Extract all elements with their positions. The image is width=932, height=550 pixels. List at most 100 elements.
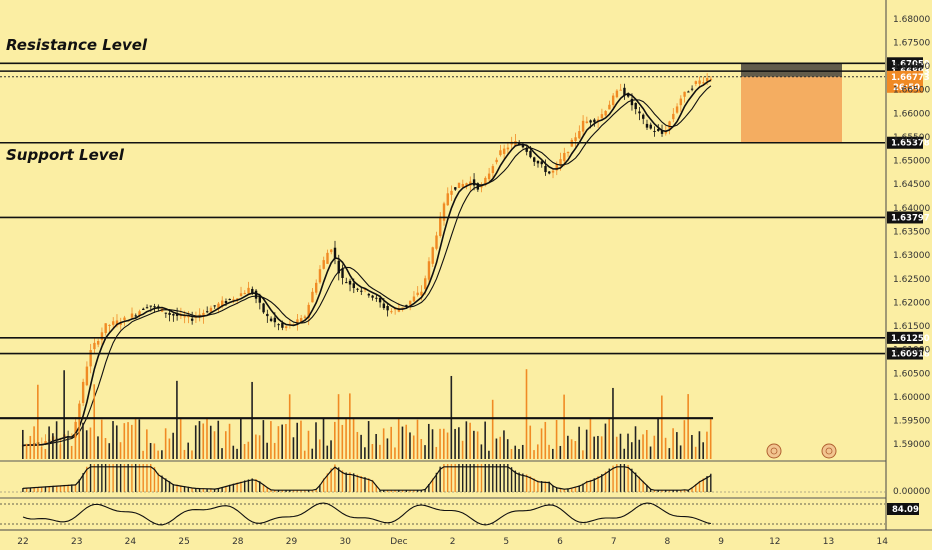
volume-bar — [119, 442, 122, 459]
oscillator-bar — [232, 483, 235, 492]
level-price-label: 1.60918 — [891, 350, 930, 360]
volume-bar — [352, 418, 355, 459]
candle-body — [442, 203, 446, 221]
candle-body — [578, 131, 581, 139]
oscillator-bar — [503, 464, 505, 492]
oscillator-bar — [398, 490, 400, 492]
candle-body — [209, 307, 213, 312]
candle-body — [608, 104, 611, 110]
volume-bar — [44, 448, 47, 459]
oscillator-bar — [642, 480, 644, 492]
candle-body — [228, 298, 231, 300]
volume-bar — [273, 442, 276, 459]
volume-bar — [217, 420, 220, 459]
candle-body — [247, 287, 250, 294]
oscillator-bar — [680, 490, 682, 492]
oscillator-bar — [695, 484, 697, 492]
candle-body — [408, 300, 412, 305]
x-tick-label: 23 — [71, 537, 82, 547]
oscillator-bar — [56, 485, 58, 492]
level-price-label: 1.65378 — [891, 139, 930, 149]
volume-bar — [337, 394, 340, 459]
oscillator-bar — [623, 464, 626, 492]
volume-bar — [676, 432, 678, 459]
candle-body — [427, 261, 431, 280]
candle-body — [450, 190, 453, 195]
oscillator-bar — [274, 490, 276, 492]
volume-bar — [25, 443, 28, 459]
volume-bar — [578, 426, 580, 459]
volume-bar — [431, 429, 434, 459]
volume-bar — [270, 421, 272, 459]
oscillator-bar — [228, 484, 231, 492]
y-tick-label: 1.67500 — [893, 38, 930, 48]
oscillator-bar — [292, 490, 295, 492]
oscillator-bar — [74, 484, 77, 492]
oscillator-bar — [247, 479, 250, 492]
volume-bar — [401, 426, 404, 459]
oscillator-bar — [153, 467, 156, 492]
oscillator-bar — [198, 488, 201, 492]
oscillator-bar — [443, 464, 445, 492]
volume-bar — [153, 443, 156, 459]
candles — [21, 73, 713, 453]
oscillator-bar — [687, 490, 689, 492]
candle-body — [589, 120, 592, 123]
candle-body — [439, 216, 442, 236]
volume-bar — [330, 440, 332, 459]
candle-body — [299, 318, 303, 323]
oscillator-bar — [281, 490, 283, 492]
oscillator-bar — [495, 464, 498, 492]
event-icon-12[interactable] — [766, 443, 782, 459]
event-icon-13[interactable] — [821, 443, 837, 459]
volume-bar — [664, 437, 667, 459]
candle-body — [382, 303, 386, 309]
candle-body — [390, 311, 393, 313]
volume-bar — [518, 449, 520, 459]
volume-bar — [228, 423, 231, 459]
candle-body — [615, 90, 619, 98]
current-price-label: 1.66773 — [891, 73, 930, 83]
candle-body — [581, 120, 585, 132]
oscillator-bar — [544, 481, 547, 492]
volume-bar — [149, 443, 152, 459]
volume-bar — [187, 442, 189, 459]
volume-bar — [555, 420, 558, 459]
candle-body — [672, 113, 675, 120]
oscillator-bar — [462, 464, 464, 492]
candle-body — [284, 326, 288, 329]
oscillator-bar — [341, 470, 344, 492]
oscillator-bar — [142, 464, 144, 492]
oscillator-bar — [40, 486, 43, 492]
volume-bar — [691, 435, 693, 459]
candle-body — [619, 89, 622, 91]
x-tick-label: 8 — [665, 537, 671, 547]
volume-bar — [521, 444, 524, 459]
candle-body — [533, 157, 536, 162]
candle-body — [630, 98, 634, 106]
candle-body — [683, 91, 686, 97]
candle-body — [548, 171, 551, 174]
oscillator-bar — [431, 478, 434, 492]
oscillator-bar — [439, 466, 441, 492]
volume-bar — [281, 424, 283, 459]
volume-bar — [134, 417, 137, 459]
volume-bar — [371, 444, 374, 459]
oscillator-bar — [307, 490, 310, 492]
oscillator-bar — [608, 468, 611, 492]
x-tick-label: 30 — [339, 537, 351, 547]
oscillator-bar — [525, 474, 528, 492]
y-tick-label: 1.60500 — [893, 369, 930, 379]
volume-bar — [420, 439, 423, 459]
candle-body — [123, 317, 126, 320]
volume-bar — [333, 421, 336, 459]
oscillator-bar — [183, 486, 186, 492]
candle-body — [634, 102, 637, 110]
volume-bar — [55, 421, 58, 459]
volume-bar — [480, 444, 483, 459]
candle-body — [149, 305, 153, 307]
volume-bar — [349, 393, 351, 459]
oscillator-bar — [240, 481, 242, 492]
volume-bar — [679, 445, 682, 459]
candle-body — [420, 291, 423, 296]
